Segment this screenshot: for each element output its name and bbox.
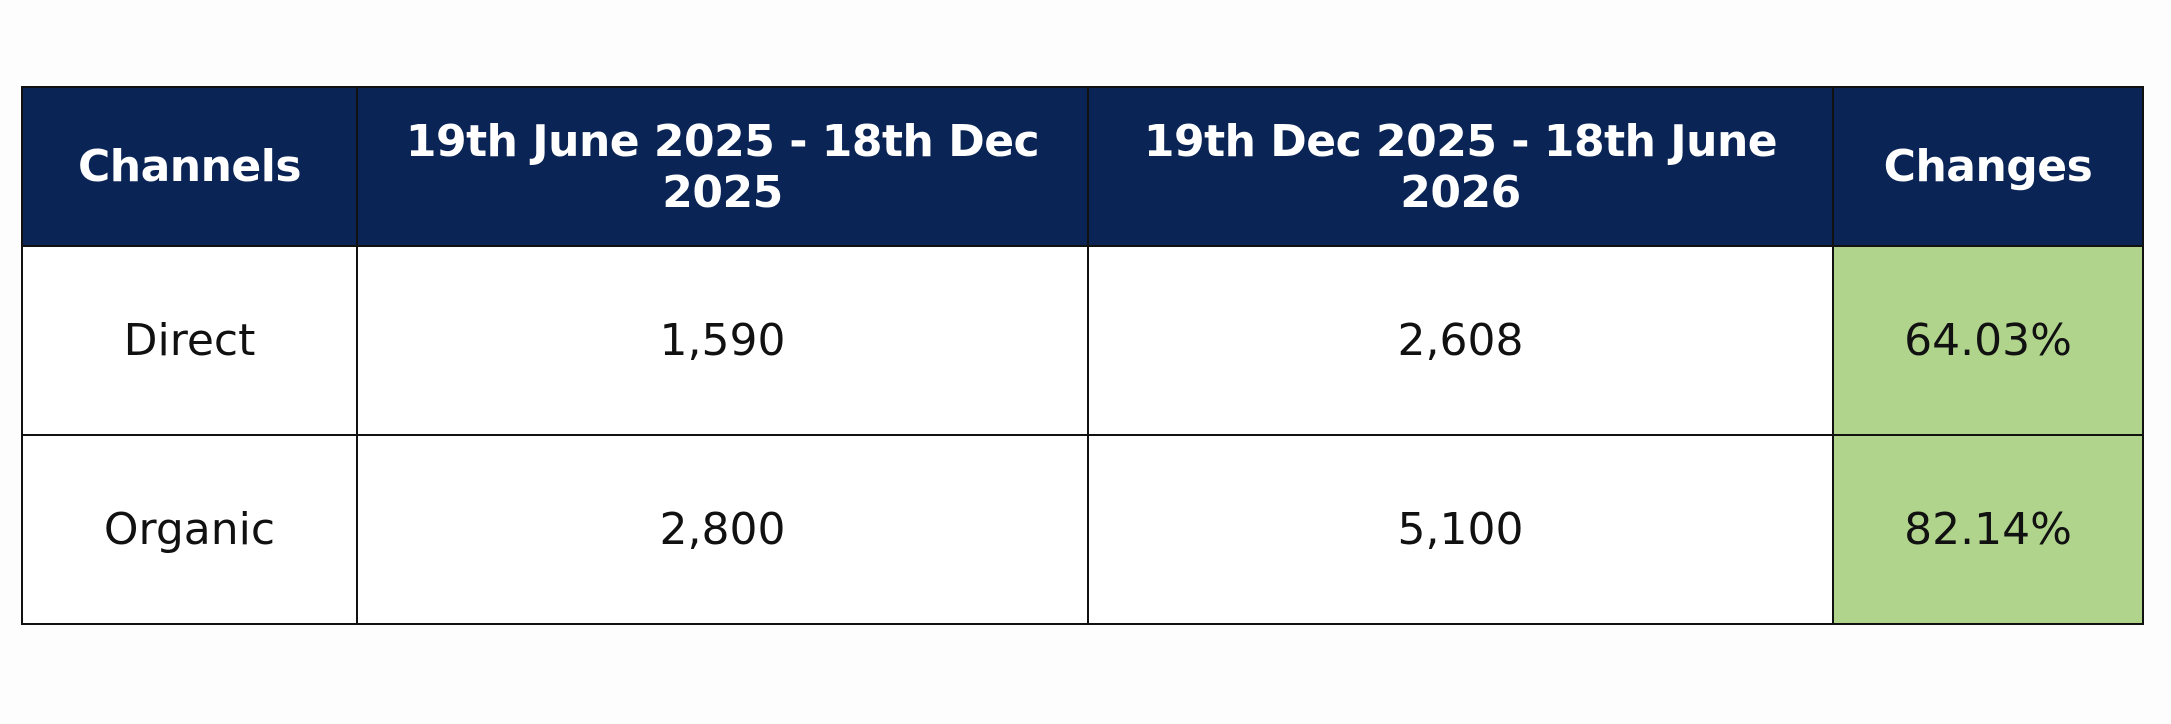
data-table: Channels 19th June 2025 - 18th Dec 2025 … [21, 86, 2144, 625]
value-cell: 2,608 [1087, 245, 1834, 436]
header-cell: 19th Dec 2025 - 18th June 2026 [1087, 86, 1834, 247]
value-cell: 5,100 [1087, 434, 1834, 625]
header-row: Channels 19th June 2025 - 18th Dec 2025 … [21, 86, 2144, 247]
header-cell: Changes [1832, 86, 2144, 247]
table-row: Direct 1,590 2,608 64.03% [21, 245, 2144, 436]
change-cell: 64.03% [1832, 245, 2144, 436]
table-row: Organic 2,800 5,100 82.14% [21, 434, 2144, 625]
header-cell: 19th June 2025 - 18th Dec 2025 [356, 86, 1089, 247]
change-cell: 82.14% [1832, 434, 2144, 625]
channel-cell: Direct [21, 245, 358, 436]
value-cell: 1,590 [356, 245, 1089, 436]
header-cell: Channels [21, 86, 358, 247]
channel-cell: Organic [21, 434, 358, 625]
value-cell: 2,800 [356, 434, 1089, 625]
